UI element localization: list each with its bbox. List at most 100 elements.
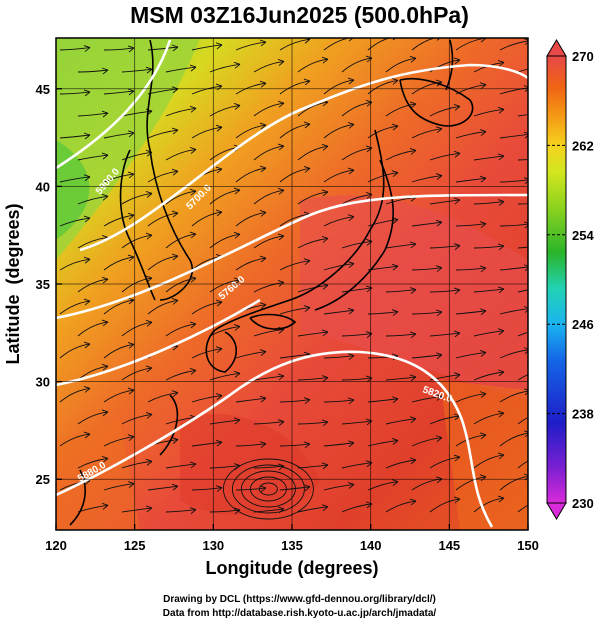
vortex-ring bbox=[258, 482, 278, 496]
streamline-arrow bbox=[171, 297, 179, 305]
streamline bbox=[103, 483, 135, 491]
streamline-arrow bbox=[347, 482, 355, 489]
streamline-arrow bbox=[259, 80, 267, 88]
streamline-arrow bbox=[171, 210, 179, 218]
colorbar-top-arrow bbox=[546, 39, 567, 57]
streamline bbox=[385, 150, 417, 161]
streamline-arrow bbox=[215, 42, 223, 50]
streamline bbox=[147, 485, 179, 491]
vortex-ring bbox=[222, 458, 314, 520]
streamline bbox=[165, 190, 197, 205]
streamline bbox=[429, 498, 461, 513]
streamline bbox=[429, 332, 461, 337]
streamline bbox=[323, 38, 351, 51]
streamline bbox=[77, 411, 109, 425]
x-tick-label: 120 bbox=[45, 538, 67, 553]
streamline bbox=[323, 169, 355, 183]
streamline-arrow bbox=[497, 452, 505, 460]
streamline-arrow bbox=[83, 89, 91, 97]
streamline-arrow bbox=[215, 299, 223, 307]
colorbar-label: 230 bbox=[572, 496, 594, 511]
streamline bbox=[517, 331, 528, 337]
streamline-arrow bbox=[497, 106, 505, 114]
streamline-arrow bbox=[127, 171, 135, 179]
streamline bbox=[165, 149, 197, 161]
streamline bbox=[455, 223, 487, 227]
streamline-arrow bbox=[189, 64, 197, 72]
streamline-arrow bbox=[145, 191, 153, 198]
streamline bbox=[147, 46, 179, 51]
streamline-arrow bbox=[497, 410, 505, 418]
streamline-arrow bbox=[145, 505, 153, 513]
streamline bbox=[385, 243, 417, 249]
streamline bbox=[385, 103, 417, 117]
streamline-arrow bbox=[321, 504, 329, 512]
streamline-arrow bbox=[479, 82, 487, 90]
y-tick-label: 45 bbox=[36, 82, 50, 97]
streamline bbox=[59, 134, 91, 139]
y-tick-label: 30 bbox=[36, 375, 50, 390]
streamline bbox=[279, 353, 311, 359]
streamline bbox=[517, 68, 528, 73]
streamline-arrow bbox=[453, 287, 461, 295]
streamline-arrow bbox=[391, 170, 399, 178]
streamline-arrow bbox=[321, 56, 329, 64]
figure-title: MSM 03Z16Jun2025 (500.0hPa) bbox=[130, 2, 469, 28]
streamline-arrow bbox=[479, 391, 487, 398]
streamline bbox=[121, 321, 153, 337]
streamline bbox=[473, 371, 505, 381]
streamline-arrow bbox=[233, 324, 241, 331]
streamline-arrow bbox=[453, 496, 461, 504]
streamline bbox=[323, 484, 355, 491]
streamline bbox=[517, 114, 528, 117]
x-tick-label: 135 bbox=[281, 538, 303, 553]
streamline bbox=[191, 126, 223, 139]
streamline bbox=[209, 372, 241, 381]
streamline-arrow bbox=[347, 440, 355, 448]
streamline-arrow bbox=[277, 280, 285, 287]
streamline-arrow bbox=[215, 485, 223, 493]
streamline-arrow bbox=[321, 236, 329, 243]
streamline bbox=[121, 507, 153, 513]
credit-drawing: Drawing by DCL (https://www.gfd-dennou.o… bbox=[163, 594, 436, 605]
streamline bbox=[279, 167, 311, 183]
streamline bbox=[209, 189, 241, 205]
streamline-arrow bbox=[497, 153, 505, 161]
streamline bbox=[77, 458, 109, 469]
streamline bbox=[103, 47, 135, 51]
streamline bbox=[323, 309, 355, 315]
streamline bbox=[385, 333, 417, 337]
streamline bbox=[253, 189, 285, 205]
streamline bbox=[103, 214, 135, 227]
streamline bbox=[517, 416, 528, 425]
streamline-arrow bbox=[83, 215, 91, 223]
streamline-arrow bbox=[127, 254, 135, 262]
streamline bbox=[411, 81, 443, 95]
streamline-arrow bbox=[303, 397, 311, 405]
streamline-arrow bbox=[189, 321, 197, 329]
streamline-arrow bbox=[101, 110, 109, 118]
streamline-arrow bbox=[479, 350, 487, 357]
streamline bbox=[429, 106, 461, 117]
streamline-arrow bbox=[277, 100, 285, 108]
streamline-arrow bbox=[347, 353, 355, 361]
streamline-arrow bbox=[453, 57, 461, 65]
streamline bbox=[323, 399, 355, 403]
y-tick-label: 40 bbox=[36, 179, 50, 194]
streamline bbox=[517, 460, 528, 469]
temperature-field bbox=[56, 38, 528, 530]
streamline-arrow bbox=[145, 66, 153, 74]
streamline bbox=[341, 240, 373, 249]
streamline bbox=[103, 132, 135, 139]
streamline-arrow bbox=[259, 209, 267, 217]
streamline-arrow bbox=[303, 305, 311, 312]
x-tick-label: 125 bbox=[124, 538, 146, 553]
streamline-arrow bbox=[233, 370, 241, 378]
streamline bbox=[297, 191, 329, 205]
streamline-arrow bbox=[233, 103, 241, 110]
streamline bbox=[341, 287, 373, 293]
vortex-ring bbox=[231, 464, 305, 514]
streamline bbox=[473, 497, 505, 513]
streamline-arrow bbox=[409, 287, 417, 294]
streamline-arrow bbox=[233, 61, 241, 69]
